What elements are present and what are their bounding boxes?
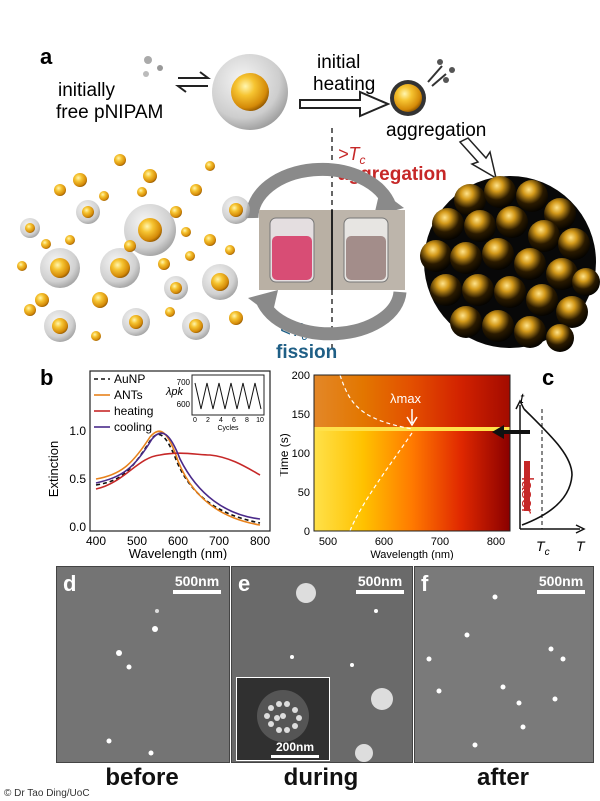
panel-b-inset: λpk 700 600 0 2 4 6 8 10 Cycles [165, 374, 265, 432]
side-tc-label: Tc [536, 538, 550, 558]
ytick-0: 0.0 [69, 520, 86, 534]
svg-text:10: 10 [256, 417, 264, 424]
svg-text:0: 0 [304, 526, 310, 538]
scale-bar-d: 500nm [173, 573, 221, 594]
svg-text:6: 6 [232, 417, 236, 424]
panel-c-wavelength-label: Wavelength (nm) [370, 549, 453, 560]
caption-after: after [476, 764, 530, 791]
image-credit: © Dr Tao Ding/UoC [4, 788, 90, 799]
initially-label: initially [58, 80, 116, 101]
svg-text:800: 800 [487, 536, 505, 548]
lambda-max-trace-top [339, 374, 413, 430]
panel-c-letter: c [542, 365, 554, 390]
aggregate-cluster [420, 176, 600, 352]
scale-bar-f: 500nm [537, 573, 585, 594]
equilibrium-arrows [175, 71, 211, 93]
ytick-1: 1.0 [69, 424, 86, 438]
inset-cycles-label: Cycles [217, 425, 239, 432]
curve-ants [95, 430, 261, 526]
panel-b-legend: AuNP ANTs heating cooling [94, 372, 153, 434]
xtick-700: 700 [209, 534, 229, 548]
dispersed-particles [17, 154, 250, 342]
panel-b: b Extinction 0.0 0.5 1.0 400 500 600 700… [0, 365, 280, 561]
inset-e: 200nm [236, 677, 330, 761]
lambda-max-label: λmax [390, 391, 422, 406]
fission-label: fission [276, 342, 337, 363]
initial-label: initial [317, 52, 360, 73]
curve-heating [95, 452, 261, 490]
panel-b-frame [89, 370, 271, 532]
inset-scale-bar: 200nm [271, 740, 319, 758]
svg-text:8: 8 [245, 417, 249, 424]
svg-text:500: 500 [319, 536, 337, 548]
panel-c: Time (s) λmax c 0 50 100 150 200 500 600… [277, 365, 600, 561]
aggregation-arrow [458, 137, 498, 180]
legend-cooling: cooling [114, 420, 152, 434]
panel-d-letter: d [63, 571, 77, 596]
vial-photo [259, 210, 405, 290]
particles-f [426, 594, 566, 748]
svg-text:t: t [520, 390, 525, 406]
extinction-axis-label: Extinction [46, 441, 61, 497]
aggregation-label: aggregation [386, 120, 486, 141]
xtick-800: 800 [250, 534, 270, 548]
panel-e-letter: e [238, 571, 251, 596]
free-pnipam-label: free pNIPAM [56, 102, 163, 123]
inset-ytick-700: 700 [177, 378, 191, 387]
curve-cooling [95, 432, 261, 520]
panel-f-letter: f [421, 571, 429, 596]
panel-b-chart: b Extinction 0.0 0.5 1.0 400 500 600 700… [40, 365, 271, 561]
xtick-600: 600 [168, 534, 188, 548]
svg-text:2: 2 [206, 417, 210, 424]
inset-ytick-600: 600 [177, 400, 191, 409]
legend-heating: heating [114, 404, 153, 418]
circular-arrow-top [245, 162, 397, 219]
xtick-500: 500 [127, 534, 147, 548]
micrograph-f: f 500nm [414, 566, 594, 763]
svg-text:200: 200 [292, 370, 310, 382]
svg-text:150: 150 [292, 409, 310, 421]
temperature-time-diagram: t T Tc laser [492, 390, 586, 558]
scale-bar-e: 500nm [356, 573, 404, 594]
panel-a-letter: a [40, 44, 53, 69]
lambda-max-trace-bottom [349, 432, 413, 532]
caption-during: during [283, 764, 359, 791]
micrograph-d: d 500nm [56, 566, 230, 763]
circular-arrow-bottom [255, 291, 407, 341]
svg-text:50: 50 [298, 487, 310, 499]
panel-a-illustration: a initially free pNIPAM initial heating … [17, 44, 600, 363]
svg-text:T: T [576, 538, 586, 554]
caption-before: before [105, 764, 179, 791]
clusters-e [290, 583, 393, 762]
micrograph-e: e 500nm 200nm [231, 566, 413, 763]
xtick-400: 400 [86, 534, 106, 548]
panel-c-chart: Time (s) λmax c 0 50 100 150 200 500 600… [277, 365, 586, 561]
legend-aunp: AuNP [114, 372, 145, 386]
inset-cluster [257, 690, 309, 742]
initial-heating-arrow [299, 90, 391, 118]
panel-b-letter: b [40, 365, 53, 390]
svg-text:4: 4 [219, 417, 223, 424]
svg-text:0: 0 [193, 417, 197, 424]
time-axis-label: Time (s) [280, 433, 291, 477]
heating-label: heating [313, 74, 375, 95]
svg-text:600: 600 [375, 536, 393, 548]
above-tc-label: >Tc [338, 144, 366, 167]
laser-label: laser [518, 477, 537, 514]
particles-d [106, 609, 159, 756]
panel-a: a initially free pNIPAM initial heating … [0, 0, 600, 365]
svg-text:100: 100 [292, 448, 310, 460]
curve-aunp [95, 433, 261, 524]
inset-lambda-label: λpk [165, 386, 184, 398]
ytick-05: 0.5 [69, 472, 86, 486]
svg-text:700: 700 [431, 536, 449, 548]
heatmap [314, 375, 510, 531]
legend-ants: ANTs [114, 388, 143, 402]
wavelength-axis-label: Wavelength (nm) [129, 546, 228, 560]
